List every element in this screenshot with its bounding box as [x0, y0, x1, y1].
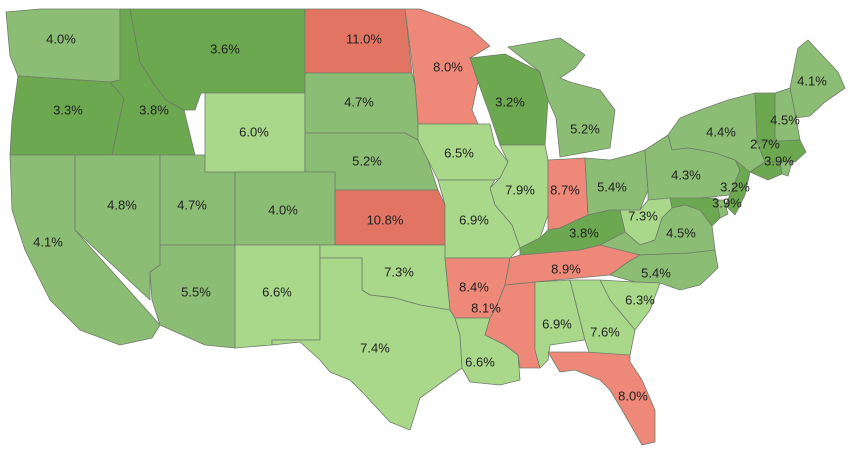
state-value-pa: 4.3%: [671, 168, 701, 183]
state-value-sd: 4.7%: [344, 95, 374, 110]
state-me: [789, 39, 846, 119]
state-value-ia: 6.5%: [444, 146, 474, 161]
state-value-oh: 5.4%: [597, 180, 627, 195]
state-value-al: 6.9%: [542, 317, 572, 332]
state-value-ks: 10.8%: [367, 213, 404, 228]
state-value-mo: 6.9%: [459, 213, 489, 228]
state-value-ok: 7.3%: [384, 265, 414, 280]
state-ct: [749, 161, 783, 181]
state-fl: [547, 351, 656, 446]
state-value-ar: 8.4%: [459, 280, 489, 295]
state-value-ut: 4.7%: [177, 198, 207, 213]
state-value-mi: 5.2%: [570, 122, 600, 137]
state-mi: [507, 37, 616, 158]
state-value-md: 3.9%: [712, 196, 742, 211]
state-value-ga: 7.6%: [590, 325, 620, 340]
state-value-az: 5.5%: [181, 285, 211, 300]
state-value-mt: 3.6%: [210, 42, 240, 57]
state-value-nj: 3.2%: [720, 180, 750, 195]
state-ia: [417, 123, 509, 181]
state-tx: [271, 257, 463, 431]
state-value-wa: 4.0%: [46, 32, 76, 47]
state-value-ma: 3.9%: [764, 154, 794, 169]
state-value-tx: 7.4%: [360, 341, 390, 356]
state-value-ca: 4.1%: [33, 235, 63, 250]
state-value-vt: 2.7%: [750, 137, 780, 152]
state-value-il: 7.9%: [505, 183, 535, 198]
state-value-me: 4.1%: [797, 74, 827, 89]
state-ga: [569, 279, 636, 356]
state-value-sc: 6.3%: [625, 293, 655, 308]
state-value-ne: 5.2%: [352, 154, 382, 169]
state-value-wi: 3.2%: [495, 95, 525, 110]
state-value-co: 4.0%: [268, 203, 298, 218]
state-value-or: 3.3%: [53, 103, 83, 118]
state-value-mn: 8.0%: [433, 60, 463, 75]
state-value-nh: 4.5%: [770, 113, 800, 128]
state-value-la: 6.6%: [465, 355, 495, 370]
state-value-va: 4.5%: [666, 226, 696, 241]
state-value-ny: 4.4%: [706, 125, 736, 140]
state-value-nm: 6.6%: [262, 285, 292, 300]
state-value-ky: 3.8%: [569, 226, 599, 241]
state-nj: [724, 159, 751, 216]
state-value-wv: 7.3%: [628, 209, 658, 224]
state-value-ms: 8.1%: [471, 301, 501, 316]
state-mo: [437, 179, 521, 259]
state-ky: [519, 209, 626, 256]
state-value-in: 8.7%: [550, 183, 580, 198]
state-value-id: 3.8%: [139, 103, 169, 118]
state-value-tn: 8.9%: [551, 262, 581, 277]
state-value-fl: 8.0%: [618, 389, 648, 404]
state-value-nv: 4.8%: [107, 198, 137, 213]
state-value-nc: 5.4%: [641, 266, 671, 281]
state-value-wy: 6.0%: [239, 125, 269, 140]
state-ri: [779, 161, 793, 177]
state-value-nd: 11.0%: [346, 32, 382, 47]
